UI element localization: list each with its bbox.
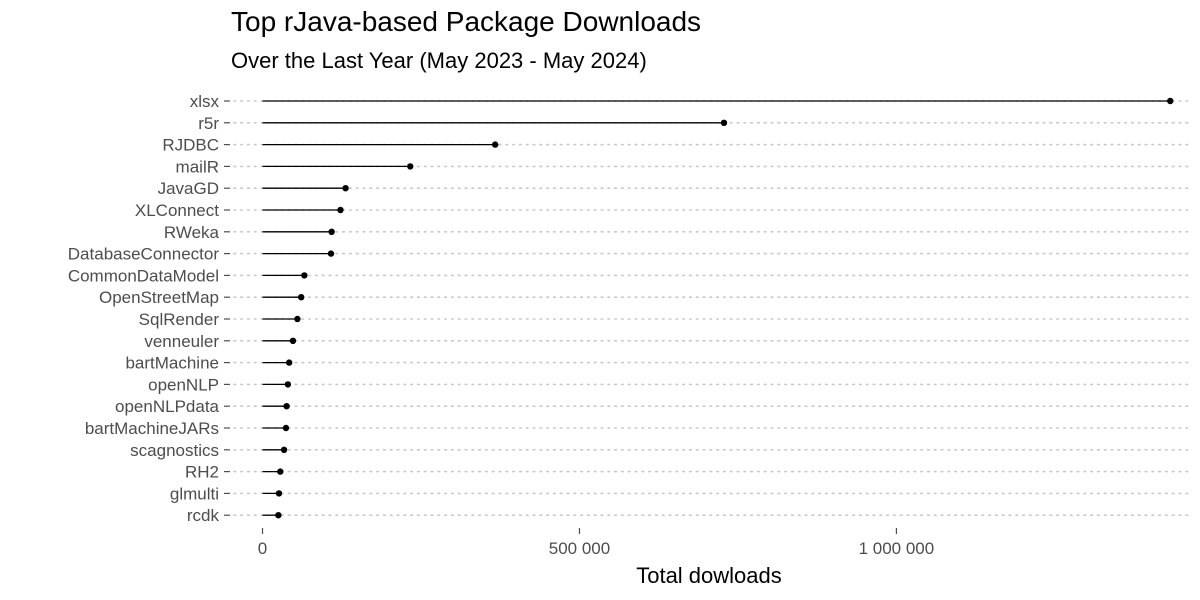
point-scagnostics [280, 446, 288, 453]
point-openstreetmap [297, 294, 305, 301]
category-label-rcdk: rcdk [187, 506, 220, 525]
category-label-xlconnect: XLConnect [135, 201, 219, 220]
x-tick-label-2: 1 000 000 [859, 539, 935, 558]
category-label-venneuler: venneuler [144, 332, 219, 351]
point-bartmachinejars [282, 424, 290, 432]
point-venneuler [289, 337, 297, 344]
category-label-javagd: JavaGD [158, 179, 219, 198]
point-xlsx [1167, 97, 1174, 105]
point-mailr [407, 163, 414, 170]
x-tick-label-1: 500 000 [549, 539, 610, 558]
point-bartmachine [285, 359, 293, 366]
category-label-rweka: RWeka [164, 223, 220, 242]
point-r5r [720, 119, 728, 127]
chart-subtitle: Over the Last Year (May 2023 - May 2024) [231, 48, 647, 73]
category-label-openstreetmap: OpenStreetMap [99, 288, 219, 307]
category-label-scagnostics: scagnostics [130, 441, 219, 460]
point-databaseconnector [327, 250, 335, 257]
category-label-mailr: mailR [176, 157, 219, 176]
point-commondatamodel [301, 272, 308, 279]
x-tick-label-0: 0 [258, 539, 267, 558]
category-label-xlsx: xlsx [190, 92, 220, 111]
category-label-bartmachinejars: bartMachineJARs [85, 419, 219, 438]
point-javagd [342, 185, 349, 192]
category-label-r5r: r5r [198, 114, 219, 133]
category-label-opennlp: openNLP [148, 375, 219, 394]
x-axis-title: Total dowloads [636, 563, 782, 588]
category-label-glmulti: glmulti [170, 484, 219, 503]
point-rcdk [275, 512, 282, 519]
point-rjdbc [491, 141, 499, 148]
category-label-commondatamodel: CommonDataModel [68, 266, 219, 285]
point-glmulti [275, 490, 283, 497]
point-xlconnect [337, 206, 344, 214]
category-label-opennlpdata: openNLPdata [115, 397, 220, 416]
point-rweka [328, 228, 335, 235]
point-opennlpdata [283, 403, 290, 410]
category-label-sqlrender: SqlRender [139, 310, 220, 329]
category-label-rh2: RH2 [185, 463, 219, 482]
point-rh2 [277, 468, 284, 475]
category-label-rjdbc: RJDBC [162, 136, 219, 155]
category-label-bartmachine: bartMachine [125, 354, 219, 373]
point-opennlp [284, 381, 292, 388]
point-sqlrender [294, 315, 301, 323]
category-label-databaseconnector: DatabaseConnector [68, 245, 220, 264]
chart-title: Top rJava-based Package Downloads [231, 6, 702, 37]
